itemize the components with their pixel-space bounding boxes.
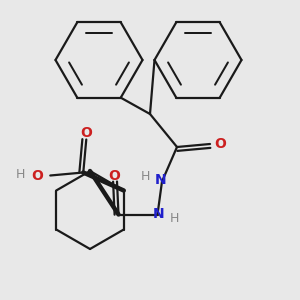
Text: N: N — [153, 208, 165, 221]
Text: O: O — [80, 126, 92, 140]
Text: O: O — [214, 137, 226, 151]
Text: H: H — [141, 170, 150, 184]
Text: H: H — [16, 167, 25, 181]
Text: O: O — [31, 169, 43, 182]
Text: N: N — [155, 173, 166, 187]
Text: O: O — [108, 169, 120, 182]
Text: H: H — [169, 212, 179, 226]
